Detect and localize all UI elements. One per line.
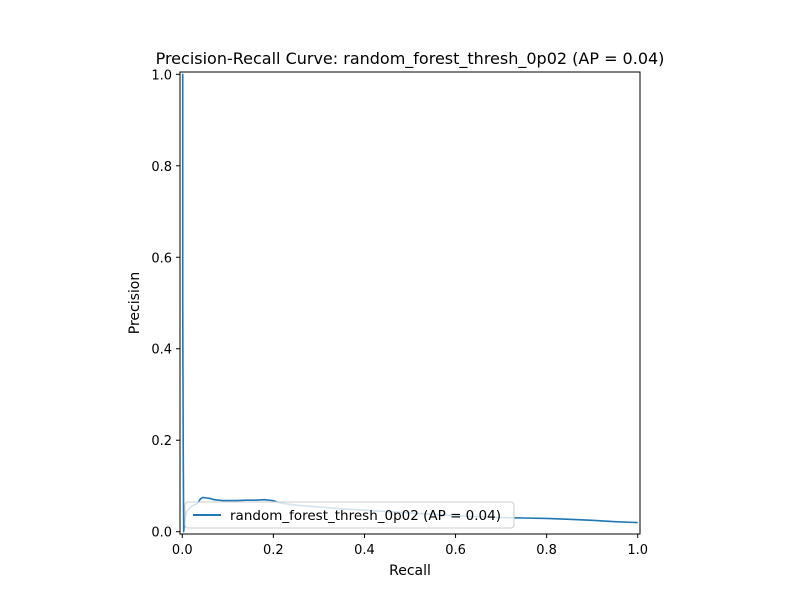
x-tick-label: 0.4: [354, 543, 375, 558]
y-axis-label: Precision: [127, 272, 143, 334]
chart-title: Precision-Recall Curve: random_forest_th…: [156, 49, 665, 69]
x-tick-label: 0.6: [445, 543, 466, 558]
y-tick-label: 0.8: [151, 160, 172, 175]
x-tick-label: 0.8: [536, 543, 557, 558]
y-tick-label: 1.0: [151, 68, 172, 83]
legend: random_forest_thresh_0p02 (AP = 0.04): [184, 501, 515, 529]
y-tick-label: 0.6: [151, 251, 172, 266]
x-tick-label: 0.2: [263, 543, 284, 558]
y-tick-label: 0.4: [151, 343, 172, 358]
plot-area-frame: [179, 71, 641, 535]
y-tick-label: 0.2: [151, 434, 172, 449]
y-axis: 0.0 0.2 0.4 0.6 0.8 1.0: [151, 68, 180, 541]
y-tick-label: 0.0: [151, 526, 172, 541]
x-tick-label: 1.0: [627, 543, 648, 558]
legend-label: random_forest_thresh_0p02 (AP = 0.04): [230, 508, 501, 524]
x-axis-label: Recall: [389, 563, 431, 579]
x-axis: 0.0 0.2 0.4 0.6 0.8 1.0: [172, 534, 648, 558]
legend-box: [184, 501, 515, 529]
x-tick-label: 0.0: [172, 543, 193, 558]
